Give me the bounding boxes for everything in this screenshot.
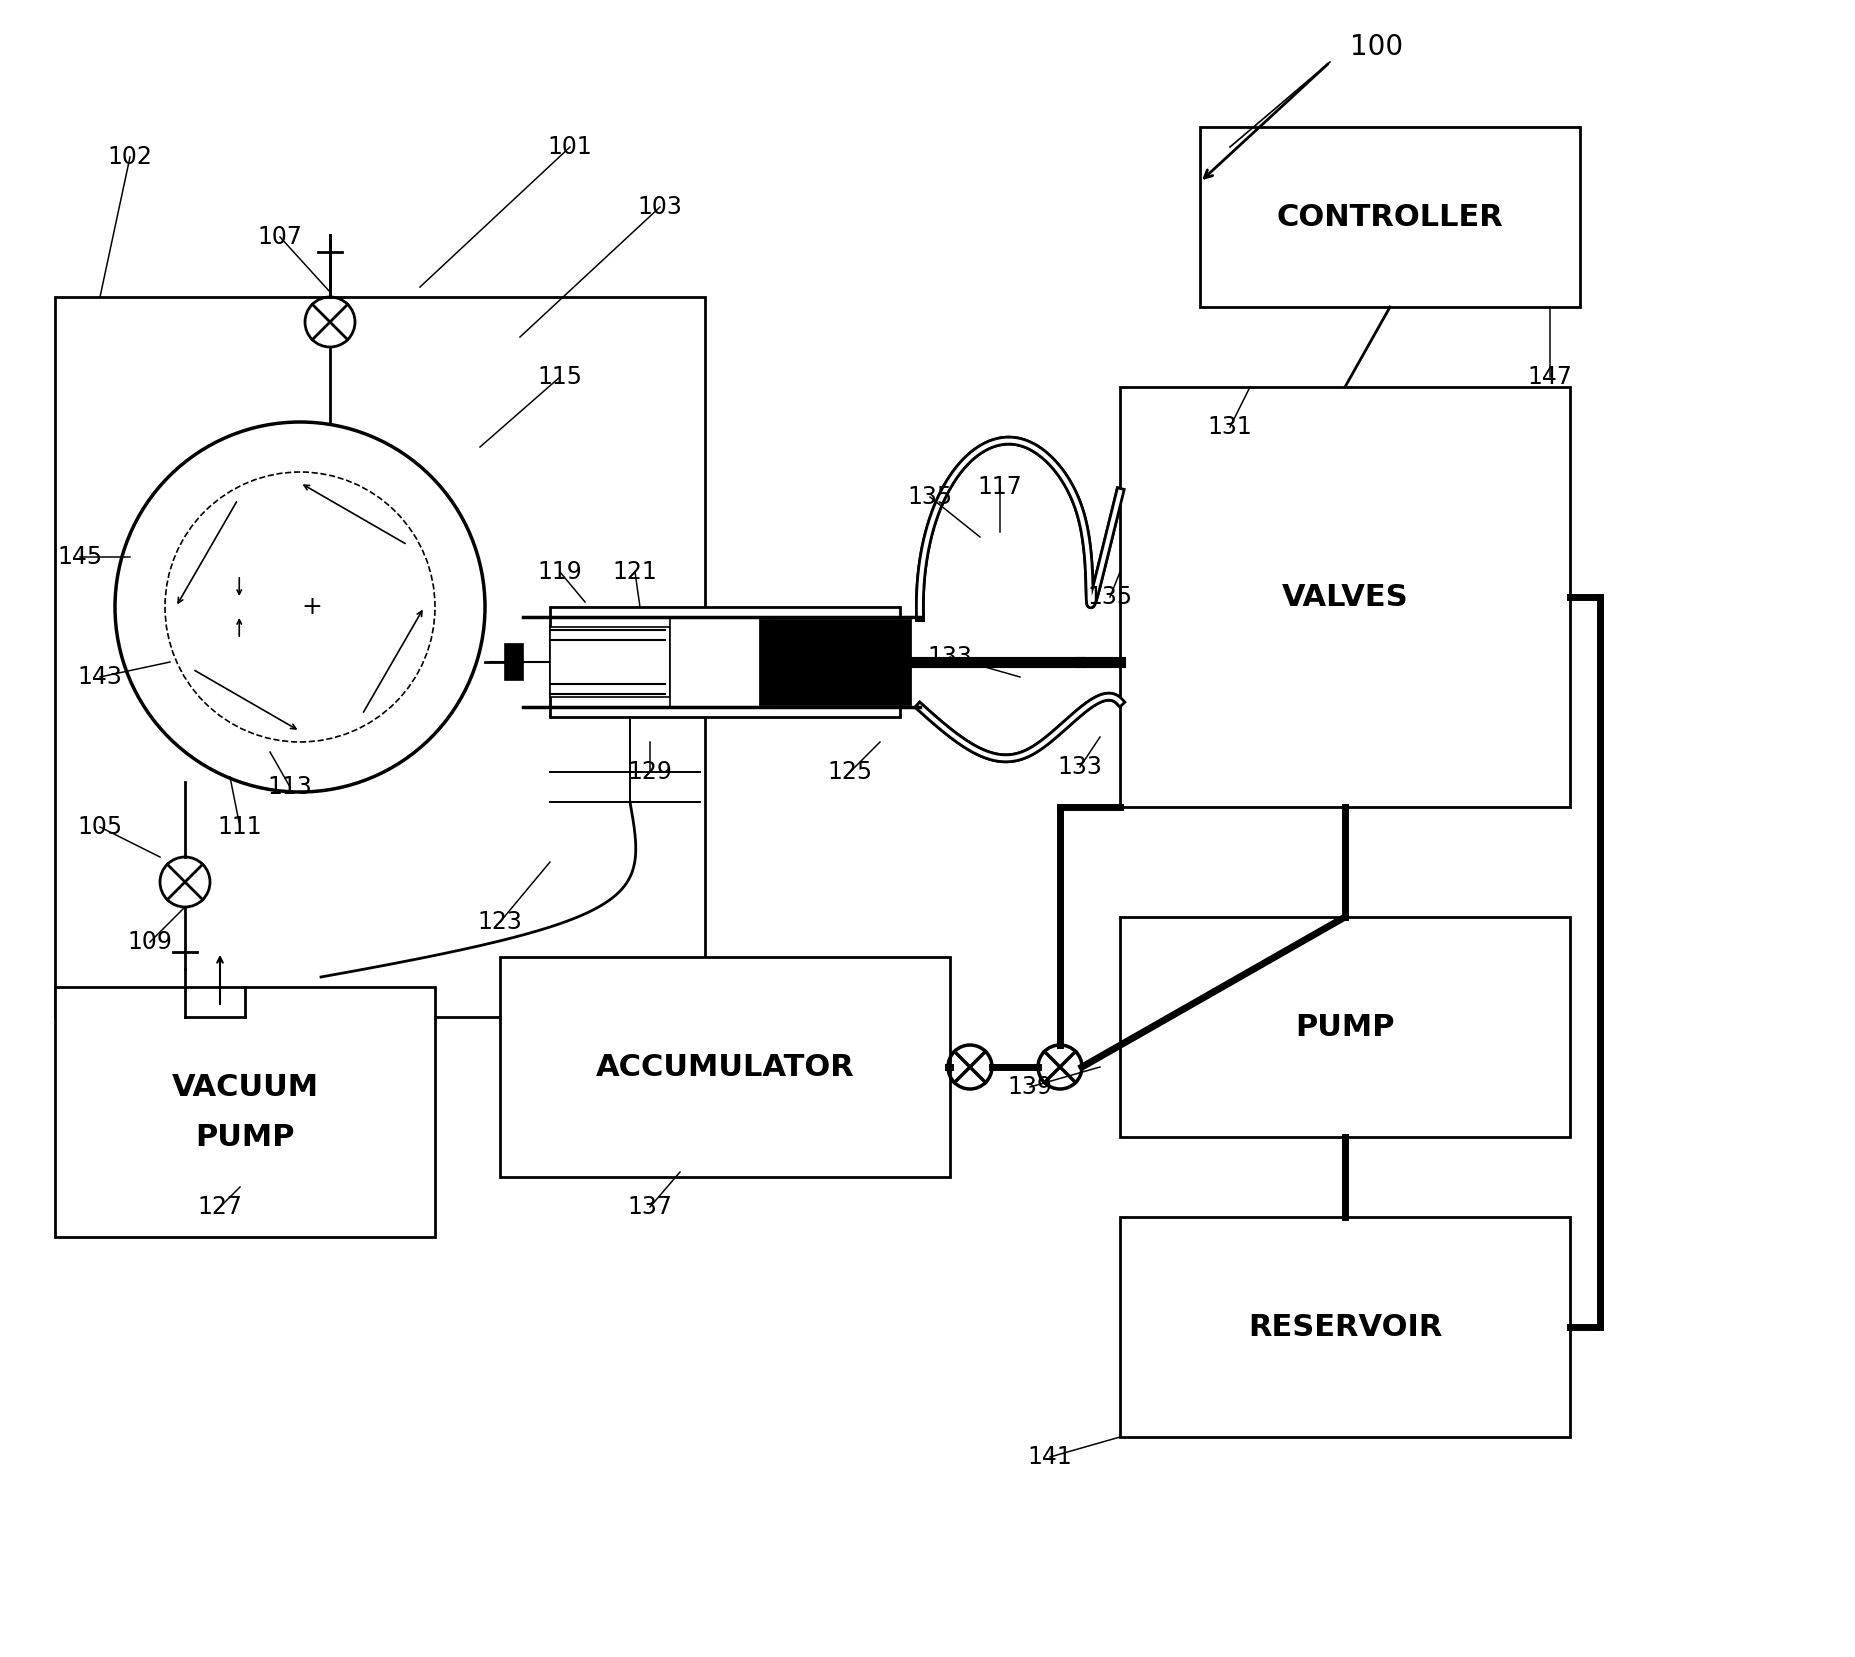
Text: 135: 135: [1087, 585, 1132, 610]
Bar: [1119, 388, 1569, 807]
Text: 123: 123: [477, 910, 521, 935]
Text: 141: 141: [1028, 1445, 1072, 1470]
Text: 139: 139: [1007, 1075, 1052, 1099]
Text: 127: 127: [197, 1195, 243, 1220]
Text: 137: 137: [627, 1195, 672, 1220]
Text: 147: 147: [1527, 365, 1571, 389]
Text: RESERVOIR: RESERVOIR: [1247, 1312, 1441, 1342]
Text: 143: 143: [78, 664, 122, 689]
Text: 113: 113: [267, 775, 312, 799]
Text: 111: 111: [217, 815, 262, 838]
Text: CONTROLLER: CONTROLLER: [1276, 202, 1503, 232]
Text: 119: 119: [538, 560, 582, 583]
Bar: [56, 297, 705, 1017]
Text: 135: 135: [907, 486, 952, 509]
Text: 105: 105: [78, 815, 122, 838]
Text: ACCUMULATOR: ACCUMULATOR: [595, 1052, 853, 1082]
Text: 100: 100: [1349, 33, 1402, 61]
Bar: [549, 606, 900, 717]
Text: 115: 115: [538, 365, 582, 389]
Text: 131: 131: [1208, 414, 1252, 439]
Text: 145: 145: [58, 545, 102, 568]
Text: 117: 117: [978, 476, 1022, 499]
Bar: [56, 988, 434, 1238]
Bar: [549, 626, 670, 698]
Text: 107: 107: [258, 225, 302, 249]
Text: VALVES: VALVES: [1282, 583, 1408, 611]
Text: 109: 109: [128, 930, 173, 954]
Text: +: +: [301, 595, 323, 620]
Text: 133: 133: [1057, 756, 1102, 779]
Bar: [759, 620, 909, 704]
Text: 133: 133: [928, 645, 972, 669]
Bar: [499, 958, 950, 1176]
Bar: [505, 645, 523, 679]
Text: 121: 121: [612, 560, 657, 583]
Text: PUMP: PUMP: [1295, 1012, 1393, 1042]
Text: 129: 129: [627, 761, 672, 784]
Bar: [670, 616, 770, 708]
Text: PUMP: PUMP: [195, 1122, 295, 1152]
Text: 101: 101: [547, 134, 592, 159]
Text: 103: 103: [638, 196, 683, 219]
Text: 125: 125: [827, 761, 872, 784]
Bar: [1119, 1216, 1569, 1437]
Bar: [1119, 916, 1569, 1137]
Text: VACUUM: VACUUM: [171, 1072, 319, 1102]
Bar: [1200, 128, 1579, 307]
Text: 102: 102: [108, 146, 152, 169]
